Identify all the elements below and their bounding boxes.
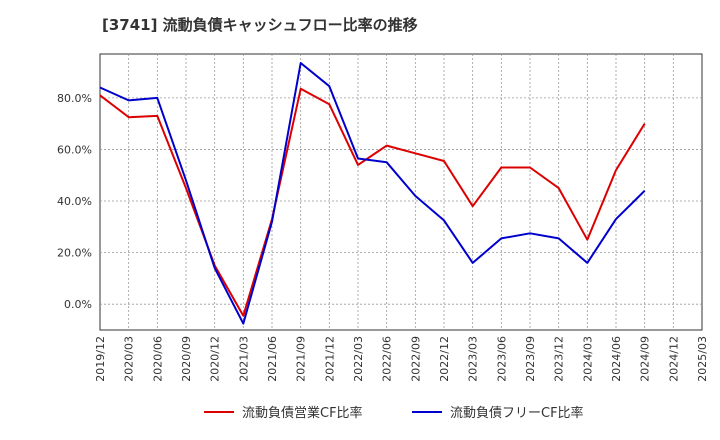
chart-title: [3741] 流動負債キャッシュフロー比率の推移 — [102, 16, 418, 34]
x-tick-label: 2021/12 — [323, 336, 336, 382]
x-tick-label: 2024/03 — [581, 336, 594, 382]
x-tick-label: 2021/09 — [295, 336, 308, 382]
x-tick-label: 2023/03 — [467, 336, 480, 382]
x-tick-label: 2023/06 — [495, 336, 508, 382]
x-tick-label: 2022/06 — [381, 336, 394, 382]
y-tick-label: 60.0% — [57, 143, 92, 156]
x-tick-label: 2022/03 — [352, 336, 365, 382]
plot-area — [99, 53, 703, 331]
x-tick-label: 2020/03 — [123, 336, 136, 382]
x-tick-label: 2020/09 — [180, 336, 193, 382]
x-tick-label: 2024/06 — [610, 336, 623, 382]
y-tick-label: 80.0% — [57, 92, 92, 105]
x-tick-label: 2021/03 — [237, 336, 250, 382]
x-tick-label: 2022/12 — [438, 336, 451, 382]
x-tick-label: 2024/12 — [667, 336, 680, 382]
y-tick-label: 40.0% — [57, 195, 92, 208]
x-tick-label: 2023/12 — [553, 336, 566, 382]
series-line-2 — [99, 62, 646, 325]
x-tick-label: 2025/03 — [696, 336, 709, 382]
x-tick-label: 2019/12 — [94, 336, 107, 382]
legend-label-1: 流動負債営業CF比率 — [242, 405, 363, 421]
y-tick-label: 0.0% — [64, 298, 92, 311]
x-tick-label: 2021/06 — [266, 336, 279, 382]
legend-label-2: 流動負債フリーCF比率 — [450, 405, 584, 421]
x-tick-label: 2022/09 — [409, 336, 422, 382]
x-tick-label: 2020/06 — [151, 336, 164, 382]
series-line-1 — [99, 87, 646, 317]
y-tick-label: 20.0% — [57, 247, 92, 260]
x-tick-label: 2020/12 — [209, 336, 222, 382]
x-tick-label: 2023/09 — [524, 336, 537, 382]
x-tick-label: 2024/09 — [639, 336, 652, 382]
